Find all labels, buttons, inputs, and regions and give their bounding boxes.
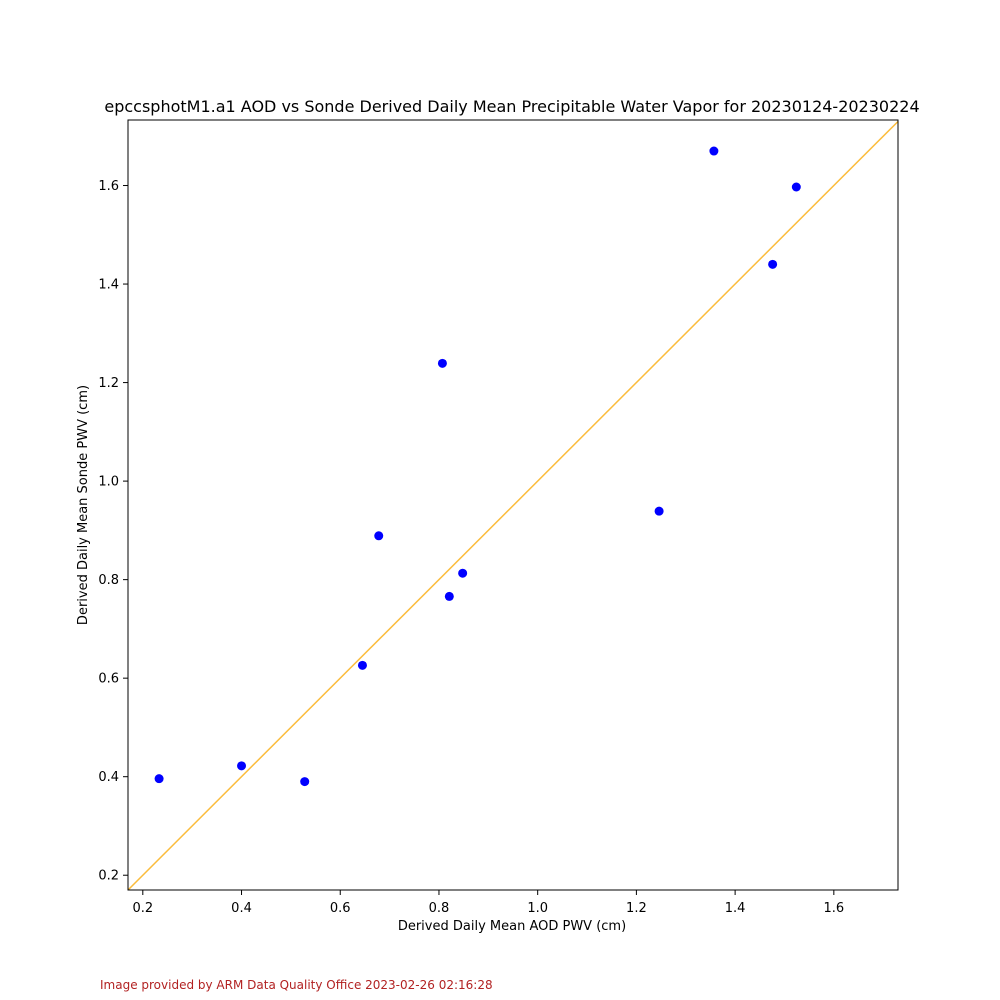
data-point-5 [374, 531, 384, 541]
x-tick-label-4: 0.8 [429, 901, 450, 916]
x-tick-label-5: 1.0 [527, 901, 548, 916]
data-point-12 [791, 182, 801, 192]
chart-title: epccsphotM1.a1 AOD vs Sonde Derived Dail… [104, 97, 919, 116]
data-point-8 [458, 568, 468, 578]
y-tick-label-3: 0.6 [98, 672, 119, 687]
y-tick-label-1: 0.2 [98, 869, 119, 884]
x-tick-label-6: 1.2 [626, 901, 647, 916]
data-point-7 [444, 591, 454, 601]
plot-frame [127, 119, 899, 891]
y-tick-label-4: 0.8 [98, 573, 119, 588]
y-tick-label-7: 1.4 [98, 278, 119, 293]
y-tick-label-8: 1.6 [98, 179, 119, 194]
x-tick-label-1: 0.2 [132, 901, 153, 916]
one-to-one-line [127, 120, 899, 891]
data-point-2 [237, 761, 247, 771]
y-tick-label-2: 0.4 [98, 770, 119, 785]
x-tick-label-2: 0.4 [231, 901, 252, 916]
data-point-6 [437, 358, 447, 368]
x-tick-label-3: 0.6 [330, 901, 351, 916]
footer-credit: Image provided by ARM Data Quality Offic… [100, 978, 493, 992]
data-points-group [154, 146, 801, 787]
y-axis-ticks: 0.2 0.4 0.6 0.8 1.0 1.2 1.4 1.6 [98, 179, 128, 884]
x-tick-label-7: 1.4 [725, 901, 746, 916]
reference-line-group [127, 120, 899, 891]
x-axis-ticks: 0.2 0.4 0.6 0.8 1.0 1.2 1.4 1.6 [132, 890, 844, 916]
data-point-10 [709, 146, 719, 156]
y-tick-label-5: 1.0 [98, 475, 119, 490]
x-tick-label-8: 1.6 [823, 901, 844, 916]
y-axis-label: Derived Daily Mean Sonde PWV (cm) [76, 385, 91, 625]
data-point-3 [300, 777, 310, 787]
y-tick-label-6: 1.2 [98, 376, 119, 391]
data-point-1 [154, 774, 164, 784]
data-point-9 [654, 506, 664, 516]
data-point-4 [357, 660, 367, 670]
data-point-11 [768, 259, 778, 269]
x-axis-label: Derived Daily Mean AOD PWV (cm) [398, 919, 626, 934]
